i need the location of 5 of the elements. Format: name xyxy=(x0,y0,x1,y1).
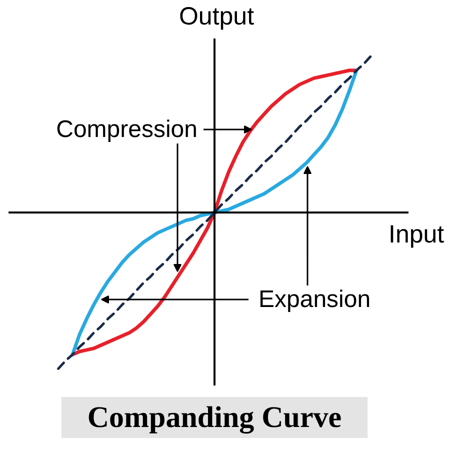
annotation: Compression xyxy=(56,116,198,143)
y-axis-title: Output xyxy=(178,2,254,30)
x-axis-title: Input xyxy=(388,220,444,248)
text: Companding Curve xyxy=(87,401,342,434)
annotation: Expansion xyxy=(258,286,371,313)
